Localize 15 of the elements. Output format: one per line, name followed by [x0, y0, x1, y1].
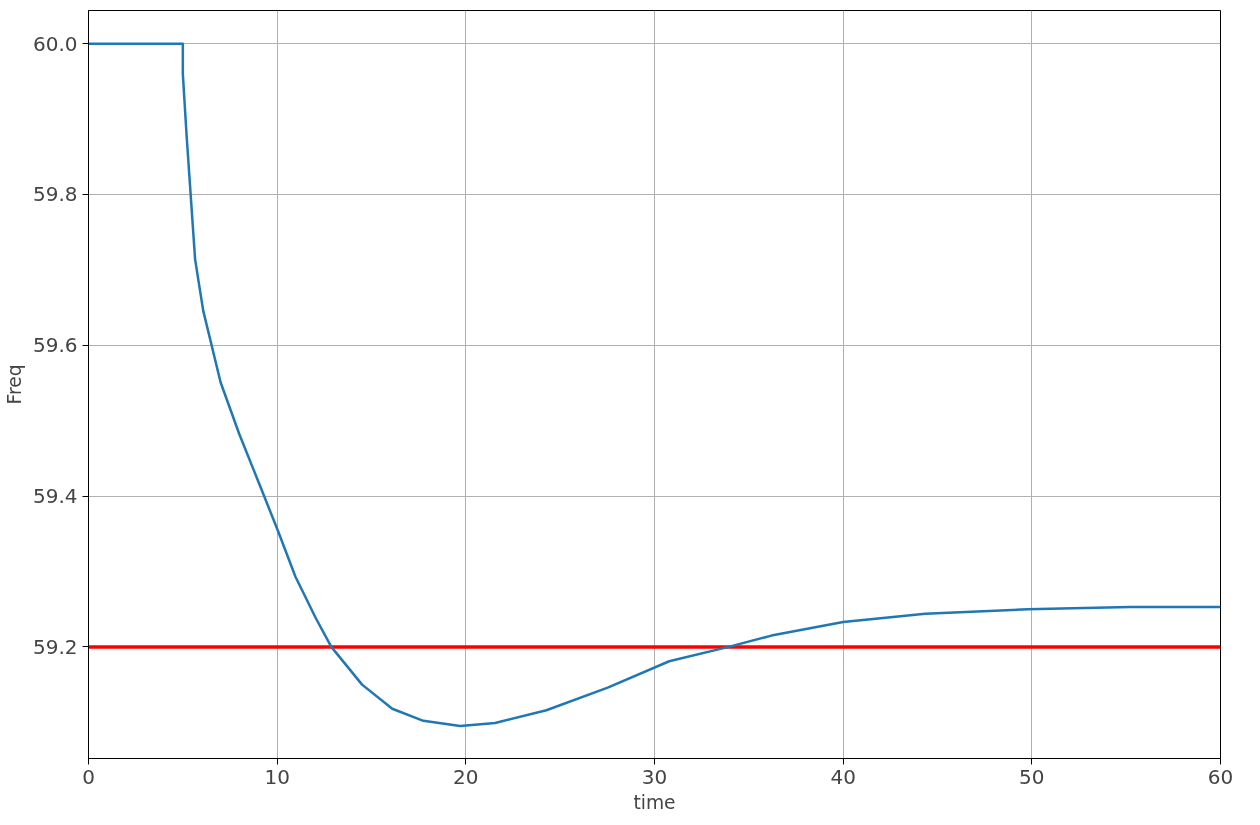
x-axis-title: time — [633, 791, 676, 813]
x-tick-label: 60 — [1207, 764, 1234, 789]
y-axis-title: Freq — [3, 364, 25, 405]
y-tick-label: 59.8 — [32, 182, 78, 207]
x-tick-label: 50 — [1019, 764, 1045, 789]
x-tick-label: 30 — [641, 764, 668, 789]
x-tick-label: 20 — [453, 764, 479, 789]
y-tick-label: 60.0 — [32, 31, 78, 56]
x-tick-label: 10 — [264, 764, 290, 789]
y-tick-label: 59.4 — [32, 484, 78, 509]
line-series — [88, 42, 1221, 728]
y-tick-label: 59.6 — [32, 333, 78, 358]
y-tick-label: 59.2 — [32, 634, 78, 659]
x-tick-label: 40 — [830, 764, 856, 789]
x-tick-label: 0 — [82, 764, 95, 789]
